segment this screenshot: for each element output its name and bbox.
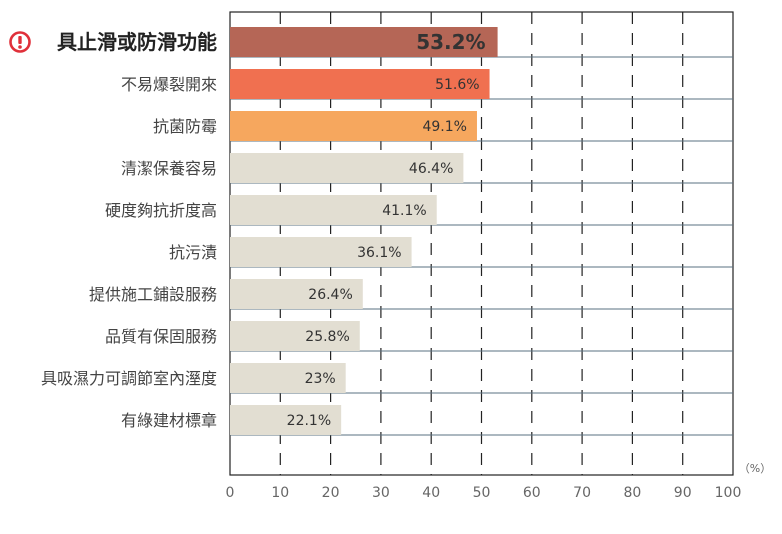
exclamation-circle-icon-dot <box>18 45 22 49</box>
bar <box>230 69 490 99</box>
bar-value-label: 26.4% <box>308 287 352 303</box>
x-tick-label: 100 <box>715 485 742 501</box>
bar <box>230 111 477 141</box>
x-tick-label: 50 <box>473 485 491 501</box>
bar <box>230 237 412 267</box>
bar <box>230 279 363 309</box>
x-tick-label: 0 <box>226 485 235 501</box>
x-tick-label: 60 <box>523 485 541 501</box>
bar <box>230 195 437 225</box>
category-label: 清潔保養容易 <box>121 159 217 178</box>
x-tick-label: 70 <box>573 485 591 501</box>
bar <box>230 321 360 351</box>
category-label: 抗菌防霉 <box>153 117 217 136</box>
x-tick-label: 20 <box>322 485 340 501</box>
bar-value-label: 53.2% <box>416 30 485 54</box>
x-unit-label: （%） <box>739 462 771 475</box>
bar-value-label: 41.1% <box>382 203 426 219</box>
category-label: 具止滑或防滑功能 <box>57 30 217 54</box>
x-tick-label: 90 <box>674 485 692 501</box>
bar-value-label: 23% <box>305 371 336 387</box>
bar-value-label: 22.1% <box>287 413 331 429</box>
bar <box>230 405 342 435</box>
category-label: 提供施工鋪設服務 <box>89 285 217 304</box>
x-tick-label: 10 <box>271 485 289 501</box>
bar-value-label: 51.6% <box>435 77 479 93</box>
x-tick-label: 30 <box>372 485 390 501</box>
bar-value-label: 46.4% <box>409 161 453 177</box>
category-label: 不易爆裂開來 <box>121 75 217 94</box>
category-label: 硬度夠抗折度高 <box>105 201 217 220</box>
exclamation-circle-icon-bar <box>18 36 22 44</box>
bar-value-label: 25.8% <box>305 329 349 345</box>
category-label: 有綠建材標章 <box>121 411 217 430</box>
bar-value-label: 49.1% <box>422 119 466 135</box>
category-label: 抗污漬 <box>169 243 217 262</box>
category-label: 具吸濕力可調節室內溼度 <box>41 369 217 388</box>
bar <box>230 153 464 183</box>
category-label: 品質有保固服務 <box>105 327 217 346</box>
x-tick-label: 40 <box>422 485 440 501</box>
bar-value-label: 36.1% <box>357 245 401 261</box>
bar <box>230 363 346 393</box>
bar <box>230 27 498 57</box>
x-tick-label: 80 <box>623 485 641 501</box>
